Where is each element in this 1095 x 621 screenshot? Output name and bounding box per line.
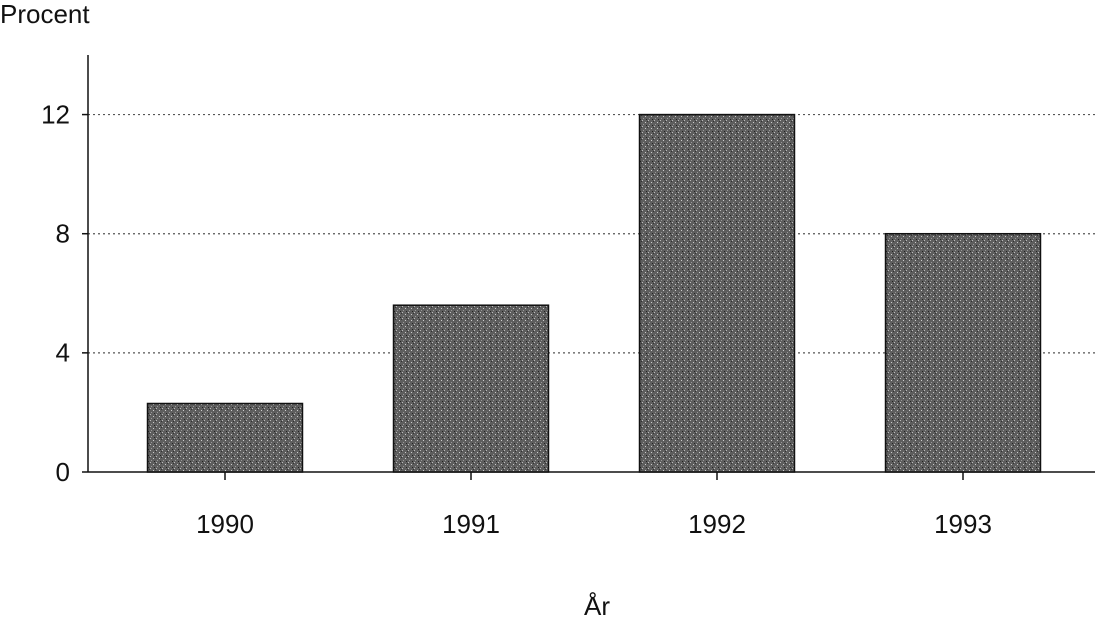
x-tick-label: 1991 xyxy=(442,509,500,539)
x-axis-label: År xyxy=(584,591,610,621)
y-tick-label: 0 xyxy=(56,457,70,487)
bar xyxy=(638,113,796,473)
x-tick-label: 1992 xyxy=(688,509,746,539)
y-tick-label: 4 xyxy=(56,338,70,368)
x-tick-label: 1990 xyxy=(196,509,254,539)
bar xyxy=(146,402,304,473)
y-tick-label: 12 xyxy=(41,99,70,129)
x-tick-label: 1993 xyxy=(934,509,992,539)
y-tick-label: 8 xyxy=(56,219,70,249)
bar xyxy=(392,304,550,473)
bar xyxy=(884,232,1042,473)
y-axis-label: Procent xyxy=(0,0,90,29)
